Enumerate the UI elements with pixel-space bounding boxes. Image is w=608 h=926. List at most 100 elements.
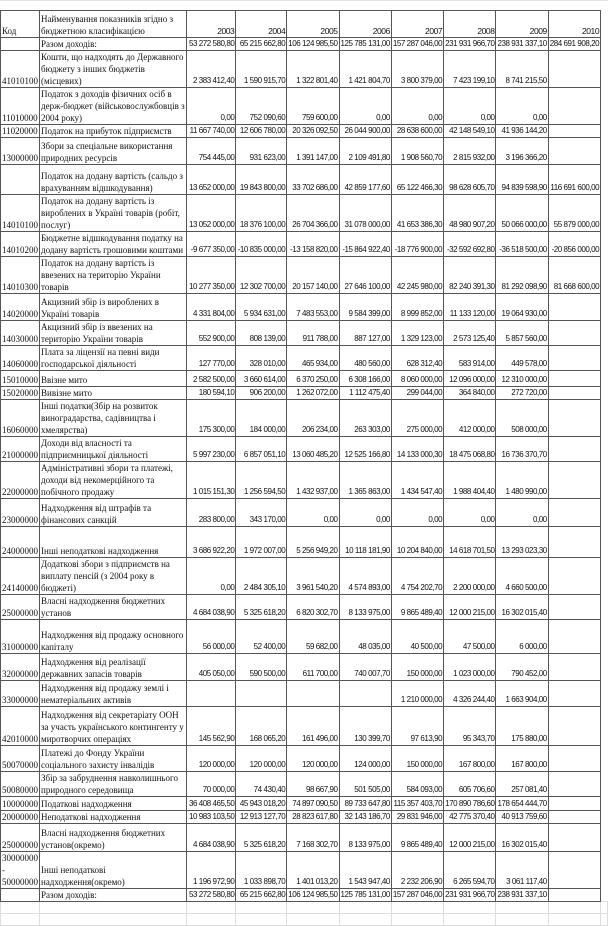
row-value[interactable]: 127 770,00 [185, 345, 237, 371]
empty-cell[interactable] [600, 194, 608, 232]
row-value[interactable] [547, 498, 602, 527]
row-name[interactable]: Доходи від власності та підприємницької … [39, 436, 187, 462]
row-value[interactable]: 19 064 930,00 [495, 293, 549, 321]
row-value[interactable]: 12 096 000,00 [443, 370, 497, 387]
row-value[interactable]: 32 143 186,70 [338, 810, 392, 824]
row-name[interactable]: Надходження від продажу основного капіта… [39, 619, 187, 654]
row-code[interactable]: 20000000 [0, 810, 40, 824]
row-value[interactable]: 2 582 500,00 [185, 370, 237, 387]
row-value[interactable]: 206 234,00 [286, 399, 340, 437]
row-value[interactable] [547, 810, 602, 824]
row-code[interactable]: 14020000 [0, 293, 40, 321]
row-code[interactable]: 50070000 [0, 745, 40, 772]
row-value[interactable]: 41 936 144,20 [495, 124, 549, 138]
row-value[interactable]: 74 430,40 [235, 771, 288, 797]
row-value[interactable]: 65 215 662,80 [235, 888, 288, 902]
row-value[interactable]: 605 706,60 [443, 771, 497, 797]
row-name[interactable]: Власні надходження бюджетних установ [39, 594, 187, 620]
empty-cell[interactable] [600, 745, 608, 772]
row-name[interactable]: Плата за ліцензії на певні види господар… [39, 345, 187, 371]
row-value[interactable]: 50 066 000,00 [495, 194, 549, 232]
row-value[interactable]: 328 010,00 [235, 345, 288, 371]
row-value[interactable] [547, 526, 602, 558]
row-name[interactable]: Податок на додану вартість (сальдо з вра… [39, 164, 187, 195]
row-value[interactable]: 4 754 202,70 [390, 557, 445, 595]
row-value[interactable]: 6 820 302,70 [286, 594, 340, 620]
row-value[interactable]: 45 943 018,20 [235, 796, 288, 811]
row-value[interactable] [547, 594, 602, 620]
row-value[interactable]: 238 931 337,10 [495, 888, 549, 902]
row-value[interactable]: 2 232 206,90 [390, 851, 445, 889]
row-value[interactable]: 1 988 404,40 [443, 461, 497, 499]
row-value[interactable]: 1 033 898,70 [235, 851, 288, 889]
row-value[interactable]: 28 638 600,00 [390, 124, 445, 138]
row-value[interactable]: 3 061 117,40 [495, 851, 549, 889]
row-value[interactable]: 6 370 250,00 [286, 370, 340, 387]
row-value[interactable]: 52 400,00 [235, 619, 288, 654]
row-code[interactable]: 25000000 [0, 594, 40, 620]
row-value[interactable]: 364 840,00 [443, 386, 497, 400]
row-code[interactable]: 14010200 [0, 231, 40, 257]
empty-cell[interactable] [547, 901, 602, 914]
row-value[interactable]: 184 000,00 [235, 399, 288, 437]
empty-cell[interactable] [600, 461, 608, 499]
row-value[interactable]: 26 044 900,00 [338, 124, 392, 138]
row-value[interactable]: 275 000,00 [390, 399, 445, 437]
row-value[interactable]: 906 200,00 [235, 386, 288, 400]
row-value[interactable]: 1 972 007,00 [235, 526, 288, 558]
row-value[interactable]: 130 399,70 [338, 706, 392, 746]
row-value[interactable]: 6 308 166,00 [338, 370, 392, 387]
row-value[interactable]: 65 215 662,80 [235, 37, 288, 51]
empty-cell[interactable] [39, 901, 187, 914]
empty-cell[interactable] [600, 231, 608, 257]
empty-cell[interactable] [600, 901, 608, 914]
row-value[interactable]: 238 931 337,10 [495, 37, 549, 51]
row-name[interactable]: Платежі до Фонду України соціального зах… [39, 745, 187, 772]
row-value[interactable]: 0,00 [338, 87, 392, 125]
row-value[interactable]: 14 618 701,50 [443, 526, 497, 558]
row-value[interactable]: 16 736 370,70 [495, 436, 549, 462]
empty-cell[interactable] [390, 913, 445, 926]
header-year[interactable]: 2009 [495, 10, 549, 38]
row-value[interactable]: 9 584 399,00 [338, 293, 392, 321]
empty-cell[interactable] [600, 436, 608, 462]
row-value[interactable]: 167 800,00 [443, 745, 497, 772]
empty-cell[interactable] [600, 823, 608, 852]
row-value[interactable]: 16 302 015,40 [495, 823, 549, 852]
row-value[interactable]: 178 654 444,70 [495, 796, 549, 811]
row-value[interactable]: 26 704 366,00 [286, 194, 340, 232]
row-value[interactable]: 42 775 370,40 [443, 810, 497, 824]
row-name[interactable]: Надходження від продажу землі і нематері… [39, 680, 187, 707]
row-value[interactable]: 170 890 786,60 [443, 796, 497, 811]
row-value[interactable] [547, 386, 602, 400]
row-code[interactable]: 24000000 [0, 526, 40, 558]
row-value[interactable]: 53 272 580,80 [185, 888, 237, 902]
empty-cell[interactable] [600, 594, 608, 620]
row-code[interactable]: 32000000 [0, 653, 40, 681]
row-value[interactable]: 10 118 181,90 [338, 526, 392, 558]
row-value[interactable]: 81 668 600,00 [547, 256, 602, 294]
row-value[interactable]: 8 999 852,00 [390, 293, 445, 321]
row-code[interactable]: 16060000 [0, 399, 40, 437]
row-value[interactable]: 12 302 700,00 [235, 256, 288, 294]
row-value[interactable]: 911 788,00 [286, 320, 340, 346]
row-code[interactable]: 15010000 [0, 370, 40, 387]
empty-cell[interactable] [185, 913, 237, 926]
row-value[interactable]: 465 934,00 [286, 345, 340, 371]
row-value[interactable]: 48 035,00 [338, 619, 392, 654]
row-value[interactable]: 13 293 023,30 [495, 526, 549, 558]
empty-cell[interactable] [600, 124, 608, 138]
empty-cell[interactable] [600, 386, 608, 400]
row-value[interactable]: 9 865 489,40 [390, 594, 445, 620]
empty-cell[interactable] [495, 901, 549, 914]
row-value[interactable]: 11 133 120,00 [443, 293, 497, 321]
row-value[interactable]: 611 700,00 [286, 653, 340, 681]
row-value[interactable] [185, 680, 237, 707]
row-value[interactable]: 42 245 980,00 [390, 256, 445, 294]
row-value[interactable]: 12 000 215,00 [443, 823, 497, 852]
row-value[interactable]: 33 702 686,00 [286, 164, 340, 195]
empty-cell[interactable] [600, 653, 608, 681]
row-value[interactable]: 0,00 [495, 87, 549, 125]
row-value[interactable]: 41 653 386,30 [390, 194, 445, 232]
row-value[interactable]: 8 741 215,50 [495, 50, 549, 88]
